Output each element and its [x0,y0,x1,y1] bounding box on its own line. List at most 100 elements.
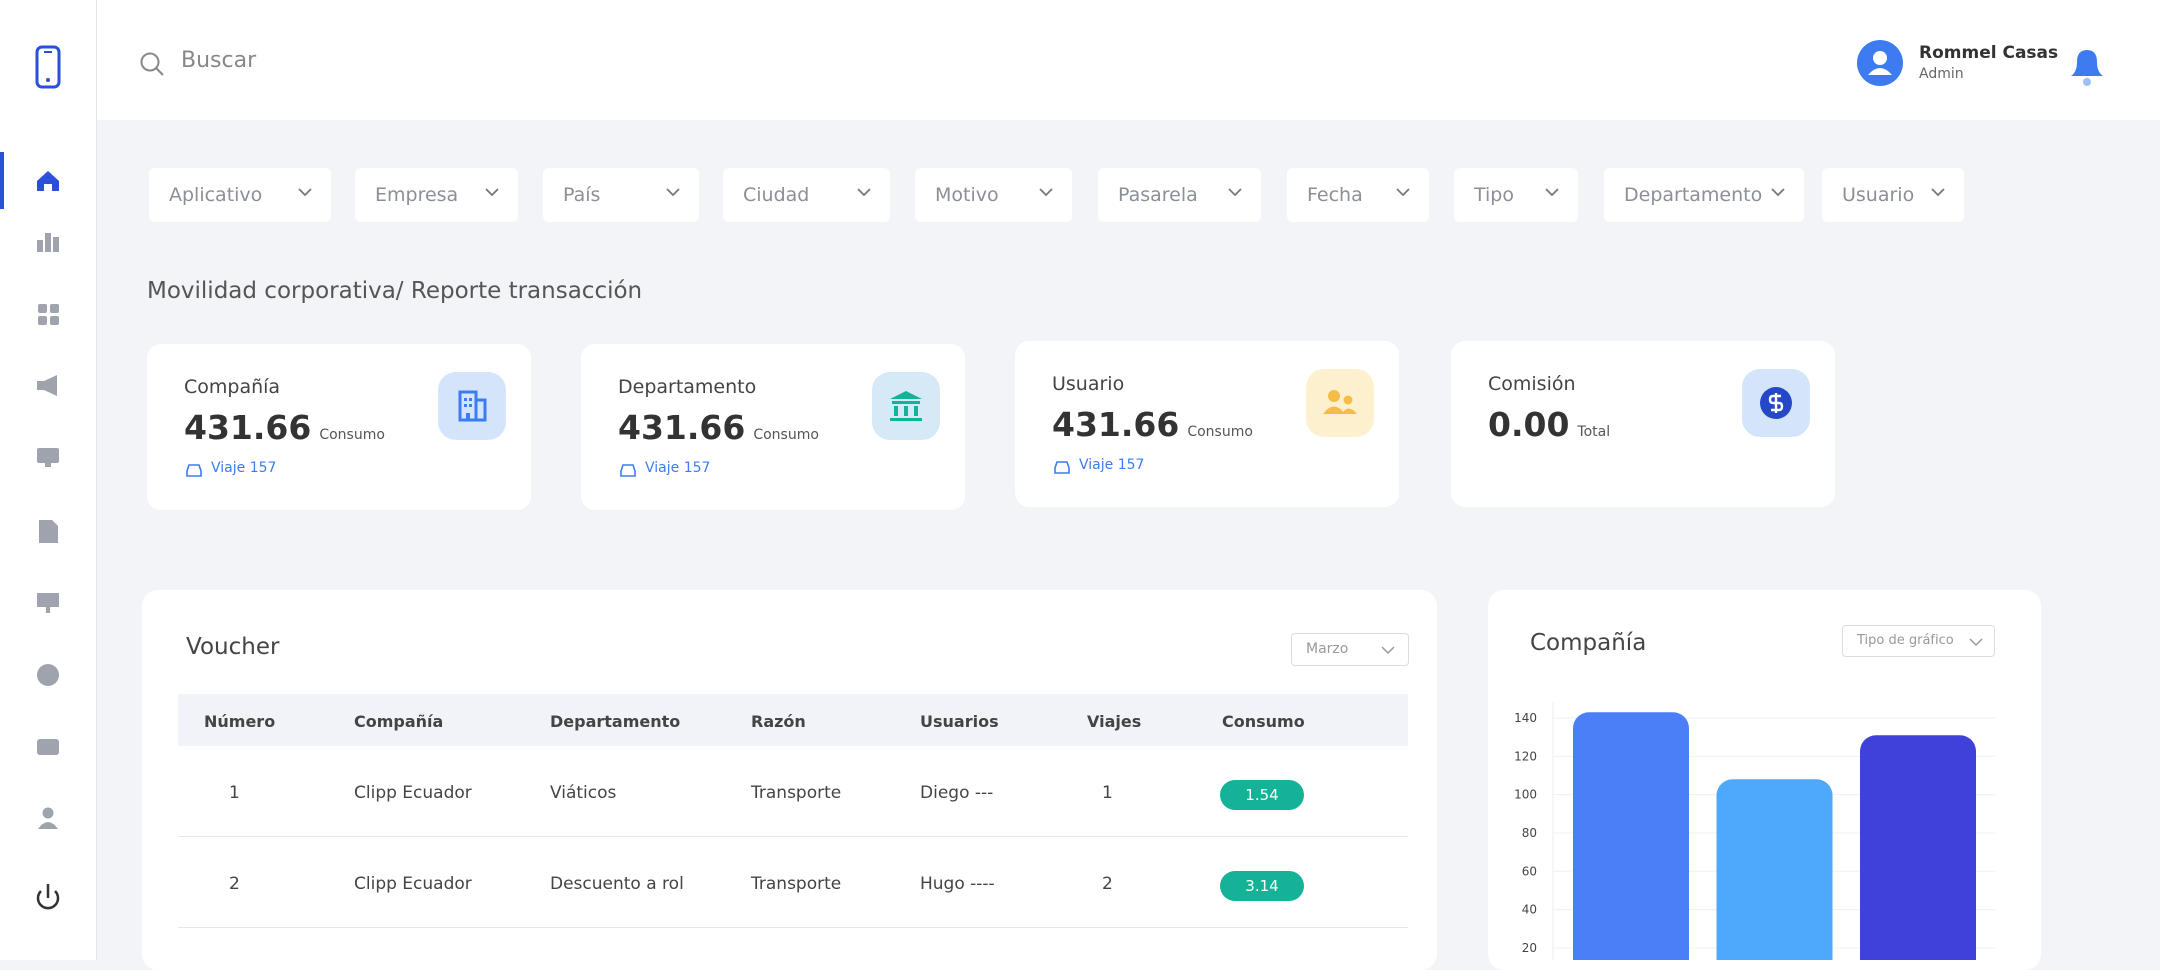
chevron-path [298,188,312,197]
column-header: Compañía [354,712,444,731]
chart-title: Compañía [1530,630,1647,656]
nav-user[interactable] [42,807,54,819]
table-cell: Transporte [751,783,842,803]
glyph [464,398,472,420]
glyph [1343,395,1353,405]
glyph [890,391,922,421]
row-divider [178,836,1408,837]
period-label: Marzo [1306,641,1349,657]
column-header: Consumo [1222,712,1305,731]
filter-dropdown[interactable]: Tipo [1454,168,1578,222]
table-cell: 1 [1102,783,1113,803]
nav-stats[interactable] [37,240,43,252]
chevron [666,188,680,197]
column-header: Número [204,712,276,731]
filter-dropdown[interactable]: Motivo [915,168,1072,222]
card-title: Comisión [1488,373,1576,395]
card-icon [1742,369,1810,437]
table-cell: Viáticos [550,783,617,803]
voucher-panel: Voucher Marzo [142,590,1437,970]
period-select[interactable]: Marzo [1291,633,1409,666]
card-value-row: 431.66 Consumo [618,408,819,447]
y-tick-label: 20 [1522,941,1537,955]
filter-dropdown[interactable]: Empresa [355,168,518,222]
card-icon [1306,369,1374,437]
bell-icon[interactable] [2067,42,2107,90]
chevron [1396,188,1410,197]
table-cell: Diego --- [920,783,994,803]
filter-dropdown[interactable]: Departamento [1604,168,1804,222]
chevron-path [485,188,499,197]
nav-screen[interactable] [37,448,59,463]
nav-home[interactable] [37,171,59,191]
chevron-path [1771,188,1785,197]
sidebar-icons [0,45,61,910]
glyph [1328,390,1340,402]
active-indicator [0,152,4,209]
table-cell: 2 [1102,874,1113,894]
card-icon [438,372,506,440]
table-cell: Clipp Ecuador [354,783,472,803]
glyph [458,390,487,422]
filter-dropdown[interactable]: Aplicativo [149,168,331,222]
chevron-path [666,188,680,197]
filter-dropdown[interactable]: País [543,168,699,222]
filter-label: Aplicativo [169,184,263,206]
filter-dropdown[interactable]: Usuario [1822,168,1964,222]
y-tick-label: 140 [1514,711,1537,725]
car-icon [620,464,636,477]
nav-cards[interactable] [37,739,59,755]
card-value: 431.66 [1052,405,1180,444]
car-path [620,464,636,477]
search-input[interactable]: Buscar [181,48,257,73]
table-cell: Transporte [751,874,842,894]
card-unit: Consumo [753,427,819,443]
car-path [186,464,202,477]
nav-campaigns[interactable] [37,375,57,396]
chevron [1771,188,1785,197]
card-icon-glyph [890,391,922,421]
table-header [178,694,1408,746]
nav-logout[interactable] [36,890,60,910]
bar [1716,779,1833,960]
user-role: Admin [1919,66,1964,82]
table-cell: Descuento a rol [550,874,684,894]
glyph [1768,393,1784,413]
card-unit: Consumo [319,427,385,443]
column-header: Usuarios [920,712,999,731]
card-trips: Viaje 157 [645,460,711,476]
filter-label: Ciudad [743,184,810,206]
chevron [1931,188,1945,197]
y-tick-label: 80 [1522,826,1537,840]
card-trips: Viaje 157 [211,460,277,476]
column-header: Viajes [1087,712,1142,731]
card-title: Compañía [184,376,281,398]
top-bar: Buscar Rommel Casas Admin 6 [97,0,2160,120]
car-icon [186,464,202,477]
car-path [1054,461,1070,474]
nav-apps[interactable] [38,304,47,313]
chart-type-select[interactable]: Tipo de gráfico [1842,625,1995,657]
voucher-title: Voucher [186,634,280,660]
nav-payments[interactable] [37,664,59,686]
chevron [1381,646,1395,655]
filter-dropdown[interactable]: Pasarela [1098,168,1261,222]
chevron-path [1228,188,1242,197]
card-icon-glyph [1323,390,1357,414]
filter-dropdown[interactable]: Fecha [1287,168,1429,222]
chevron-path [1039,188,1053,197]
nav-presentation[interactable] [37,593,59,607]
card-value: 431.66 [618,408,746,447]
filter-dropdown[interactable]: Ciudad [723,168,890,222]
nav-docs[interactable] [39,520,58,543]
summary-card: Comisión 0.00 Total [1451,341,1835,507]
card-unit: Consumo [1187,424,1253,440]
filter-label: Tipo [1474,184,1514,206]
avatar[interactable] [1856,39,1904,87]
filter-label: Pasarela [1118,184,1198,206]
card-icon-glyph [458,390,487,422]
chevron [1969,638,1983,647]
chevron-path [1931,188,1945,197]
summary-card: Usuario 431.66 Consumo Viaje 157 [1015,341,1399,507]
